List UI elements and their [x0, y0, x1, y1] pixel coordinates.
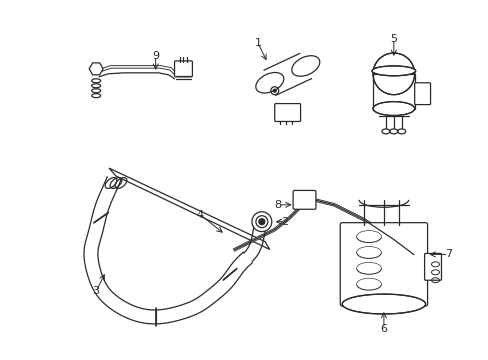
FancyBboxPatch shape — [424, 253, 441, 280]
FancyBboxPatch shape — [292, 190, 315, 209]
Text: 5: 5 — [389, 34, 397, 44]
Text: 8: 8 — [274, 200, 281, 210]
FancyBboxPatch shape — [274, 104, 300, 121]
Text: 4: 4 — [196, 210, 203, 220]
Ellipse shape — [291, 56, 319, 76]
Text: 1: 1 — [254, 38, 261, 48]
Text: 6: 6 — [380, 324, 386, 334]
Text: 9: 9 — [152, 51, 159, 61]
FancyBboxPatch shape — [414, 83, 429, 105]
Ellipse shape — [255, 72, 283, 93]
Polygon shape — [109, 168, 269, 249]
Ellipse shape — [372, 102, 414, 116]
Text: 2: 2 — [281, 217, 287, 227]
Circle shape — [273, 89, 276, 92]
Ellipse shape — [342, 294, 425, 314]
FancyBboxPatch shape — [340, 223, 427, 306]
Circle shape — [258, 219, 264, 225]
Text: 3: 3 — [92, 286, 100, 296]
FancyBboxPatch shape — [174, 61, 192, 77]
Text: 7: 7 — [444, 249, 451, 260]
Ellipse shape — [371, 66, 415, 76]
Circle shape — [251, 212, 271, 231]
Ellipse shape — [372, 53, 414, 95]
